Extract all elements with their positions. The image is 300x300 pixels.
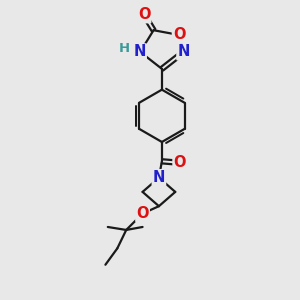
Text: O: O	[136, 206, 149, 221]
Text: H: H	[119, 42, 130, 55]
Text: O: O	[173, 28, 185, 43]
Text: N: N	[153, 170, 165, 185]
Text: O: O	[138, 7, 150, 22]
Text: N: N	[177, 44, 190, 59]
Text: O: O	[173, 155, 186, 170]
Text: N: N	[134, 44, 146, 59]
